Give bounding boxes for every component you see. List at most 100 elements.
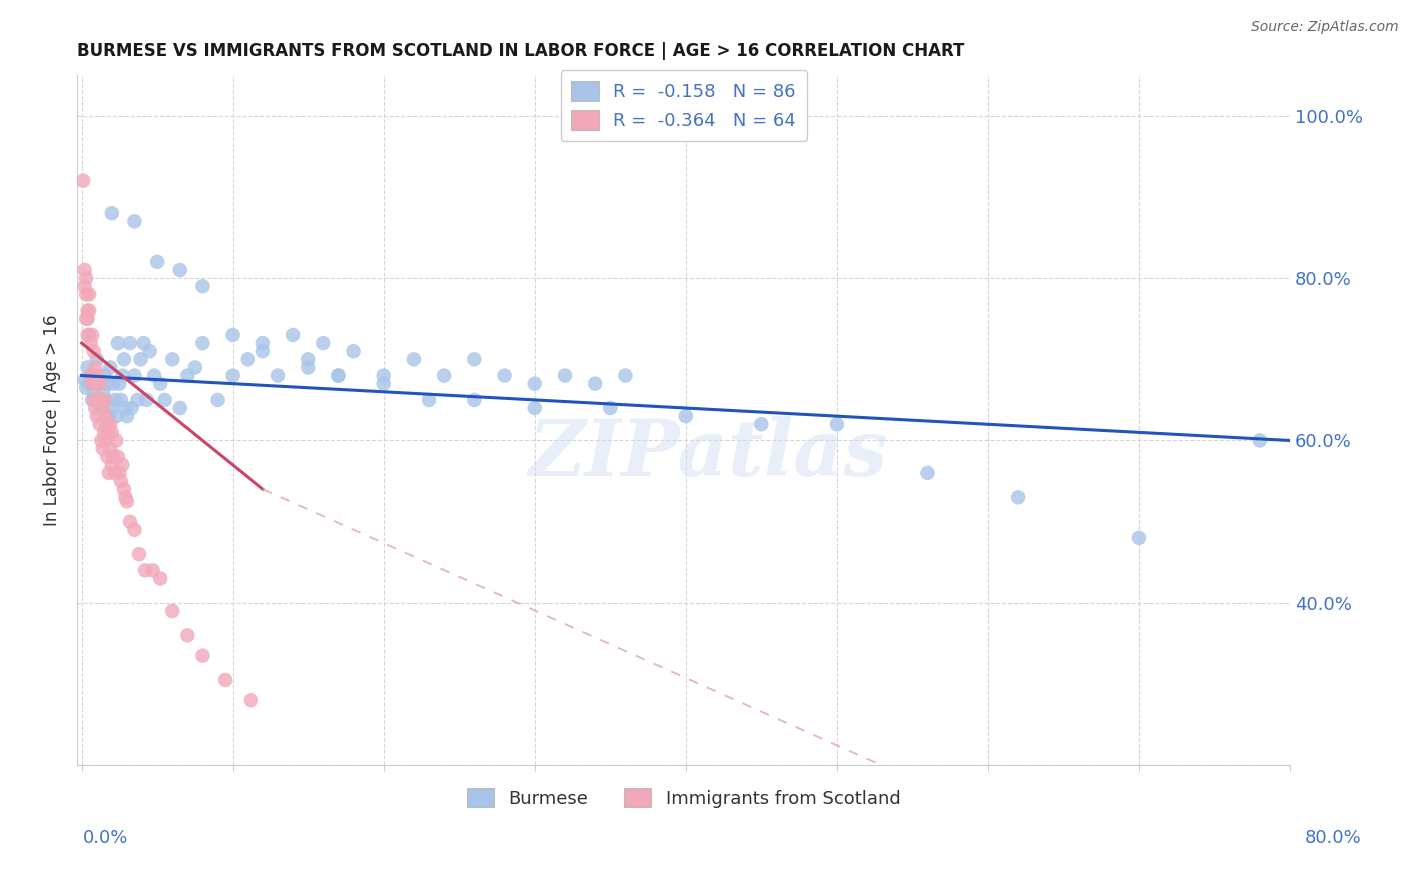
Point <box>207 392 229 407</box>
Point <box>121 401 143 415</box>
Point <box>523 376 546 391</box>
Point <box>93 368 115 383</box>
Point <box>108 376 131 391</box>
Point <box>90 392 112 407</box>
Point <box>104 466 127 480</box>
Point <box>1007 491 1029 505</box>
Point <box>77 287 100 301</box>
Point <box>135 392 157 407</box>
Point <box>76 311 98 326</box>
Point <box>83 392 105 407</box>
Point <box>91 401 114 415</box>
Point <box>373 376 395 391</box>
Point <box>89 376 111 391</box>
Point <box>169 401 191 415</box>
Point <box>129 352 152 367</box>
Point <box>97 466 120 480</box>
Point <box>342 344 364 359</box>
Point <box>184 360 207 375</box>
Point <box>79 336 101 351</box>
Point <box>267 368 290 383</box>
Point <box>103 376 125 391</box>
Point <box>97 409 120 424</box>
Text: 80.0%: 80.0% <box>1305 830 1361 847</box>
Point <box>176 628 198 642</box>
Point <box>84 368 107 383</box>
Point <box>103 450 125 464</box>
Point <box>142 563 165 577</box>
Point <box>118 336 141 351</box>
Point <box>111 368 134 383</box>
Point <box>134 563 156 577</box>
Point <box>98 360 121 375</box>
Point <box>72 174 94 188</box>
Point <box>97 425 120 440</box>
Point <box>73 263 96 277</box>
Point <box>82 376 104 391</box>
Point <box>96 417 118 432</box>
Point <box>191 336 214 351</box>
Point <box>554 368 576 383</box>
Point <box>115 494 138 508</box>
Point <box>191 279 214 293</box>
Point <box>76 303 98 318</box>
Point <box>749 417 772 432</box>
Point <box>87 368 110 383</box>
Legend: Burmese, Immigrants from Scotland: Burmese, Immigrants from Scotland <box>460 780 908 814</box>
Point <box>112 482 135 496</box>
Point <box>73 279 96 293</box>
Point <box>76 360 98 375</box>
Point <box>124 214 146 228</box>
Point <box>75 381 97 395</box>
Point <box>112 352 135 367</box>
Point <box>104 392 127 407</box>
Point <box>89 376 111 391</box>
Point <box>124 368 146 383</box>
Point <box>77 328 100 343</box>
Point <box>110 474 132 488</box>
Point <box>118 515 141 529</box>
Point <box>162 352 184 367</box>
Point <box>614 368 637 383</box>
Point <box>90 434 112 448</box>
Point <box>221 368 243 383</box>
Point <box>101 206 124 220</box>
Point <box>76 328 98 343</box>
Point <box>75 287 97 301</box>
Point <box>153 392 176 407</box>
Text: 0.0%: 0.0% <box>83 830 128 847</box>
Point <box>107 450 129 464</box>
Point <box>149 572 172 586</box>
Point <box>328 368 350 383</box>
Point <box>94 392 117 407</box>
Point <box>138 344 160 359</box>
Point <box>98 442 121 456</box>
Point <box>402 352 425 367</box>
Point <box>312 336 335 351</box>
Point <box>463 392 485 407</box>
Point <box>73 373 96 387</box>
Point <box>297 360 319 375</box>
Point <box>176 368 198 383</box>
Point <box>94 434 117 448</box>
Point <box>917 466 939 480</box>
Point <box>91 384 114 399</box>
Point <box>236 352 259 367</box>
Point <box>675 409 697 424</box>
Point <box>86 376 108 391</box>
Point <box>252 344 274 359</box>
Point <box>328 368 350 383</box>
Text: ZIPatlas: ZIPatlas <box>529 417 887 493</box>
Y-axis label: In Labor Force | Age > 16: In Labor Force | Age > 16 <box>44 315 60 526</box>
Point <box>82 376 104 391</box>
Point <box>101 425 124 440</box>
Point <box>494 368 516 383</box>
Text: BURMESE VS IMMIGRANTS FROM SCOTLAND IN LABOR FORCE | AGE > 16 CORRELATION CHART: BURMESE VS IMMIGRANTS FROM SCOTLAND IN L… <box>77 42 965 60</box>
Point <box>149 376 172 391</box>
Point <box>463 352 485 367</box>
Point <box>281 328 304 343</box>
Point <box>105 409 128 424</box>
Point <box>433 368 456 383</box>
Point <box>77 303 100 318</box>
Point <box>128 547 150 561</box>
